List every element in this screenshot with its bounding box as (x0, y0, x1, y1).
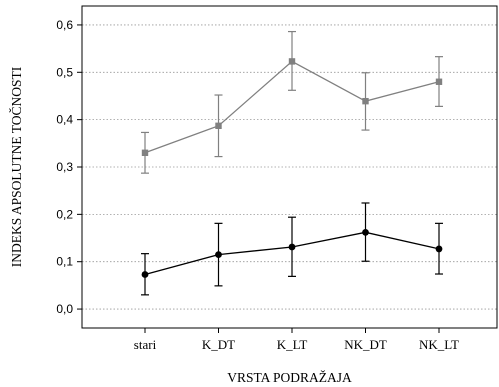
data-point-square (141, 149, 149, 156)
data-point-square (288, 58, 296, 65)
data-point-circle (215, 251, 222, 259)
gridlines (82, 24, 497, 310)
data-point-circle (141, 271, 149, 278)
y-tick-label: 0,4 (56, 113, 73, 127)
x-tick-label: NK_LT (419, 337, 459, 352)
series-1 (141, 30, 443, 174)
series-2 (141, 202, 443, 296)
data-point-square (215, 122, 222, 130)
data-point-circle (362, 228, 369, 236)
data-point-circle (435, 245, 443, 253)
y-tick-label: 0,6 (56, 18, 73, 32)
series-group (141, 30, 443, 296)
x-tick-label: stari (134, 337, 157, 352)
y-axis-title: INDEKS APSOLUTNE TOČNOSTI (9, 66, 24, 267)
y-tick-label: 0,1 (56, 255, 73, 269)
data-point-square (435, 78, 443, 85)
y-axis-ticks: 0,0 0,1 0,2 0,3 0,4 0,5 0,6 (56, 18, 82, 316)
y-tick-label: 0,2 (56, 207, 73, 221)
x-tick-label: K_DT (202, 337, 235, 352)
y-tick-label: 0,5 (56, 65, 73, 79)
data-point-square (362, 97, 369, 105)
x-tick-label: K_LT (277, 337, 308, 352)
x-axis-title: VRSTA PODRAŽAJA (227, 370, 352, 385)
x-axis-ticks: stari K_DT K_LT NK_DT NK_LT (134, 328, 459, 352)
y-tick-label: 0,3 (56, 160, 73, 174)
x-tick-label: NK_DT (344, 337, 387, 352)
data-point-circle (288, 243, 296, 251)
y-tick-label: 0,0 (56, 302, 73, 316)
